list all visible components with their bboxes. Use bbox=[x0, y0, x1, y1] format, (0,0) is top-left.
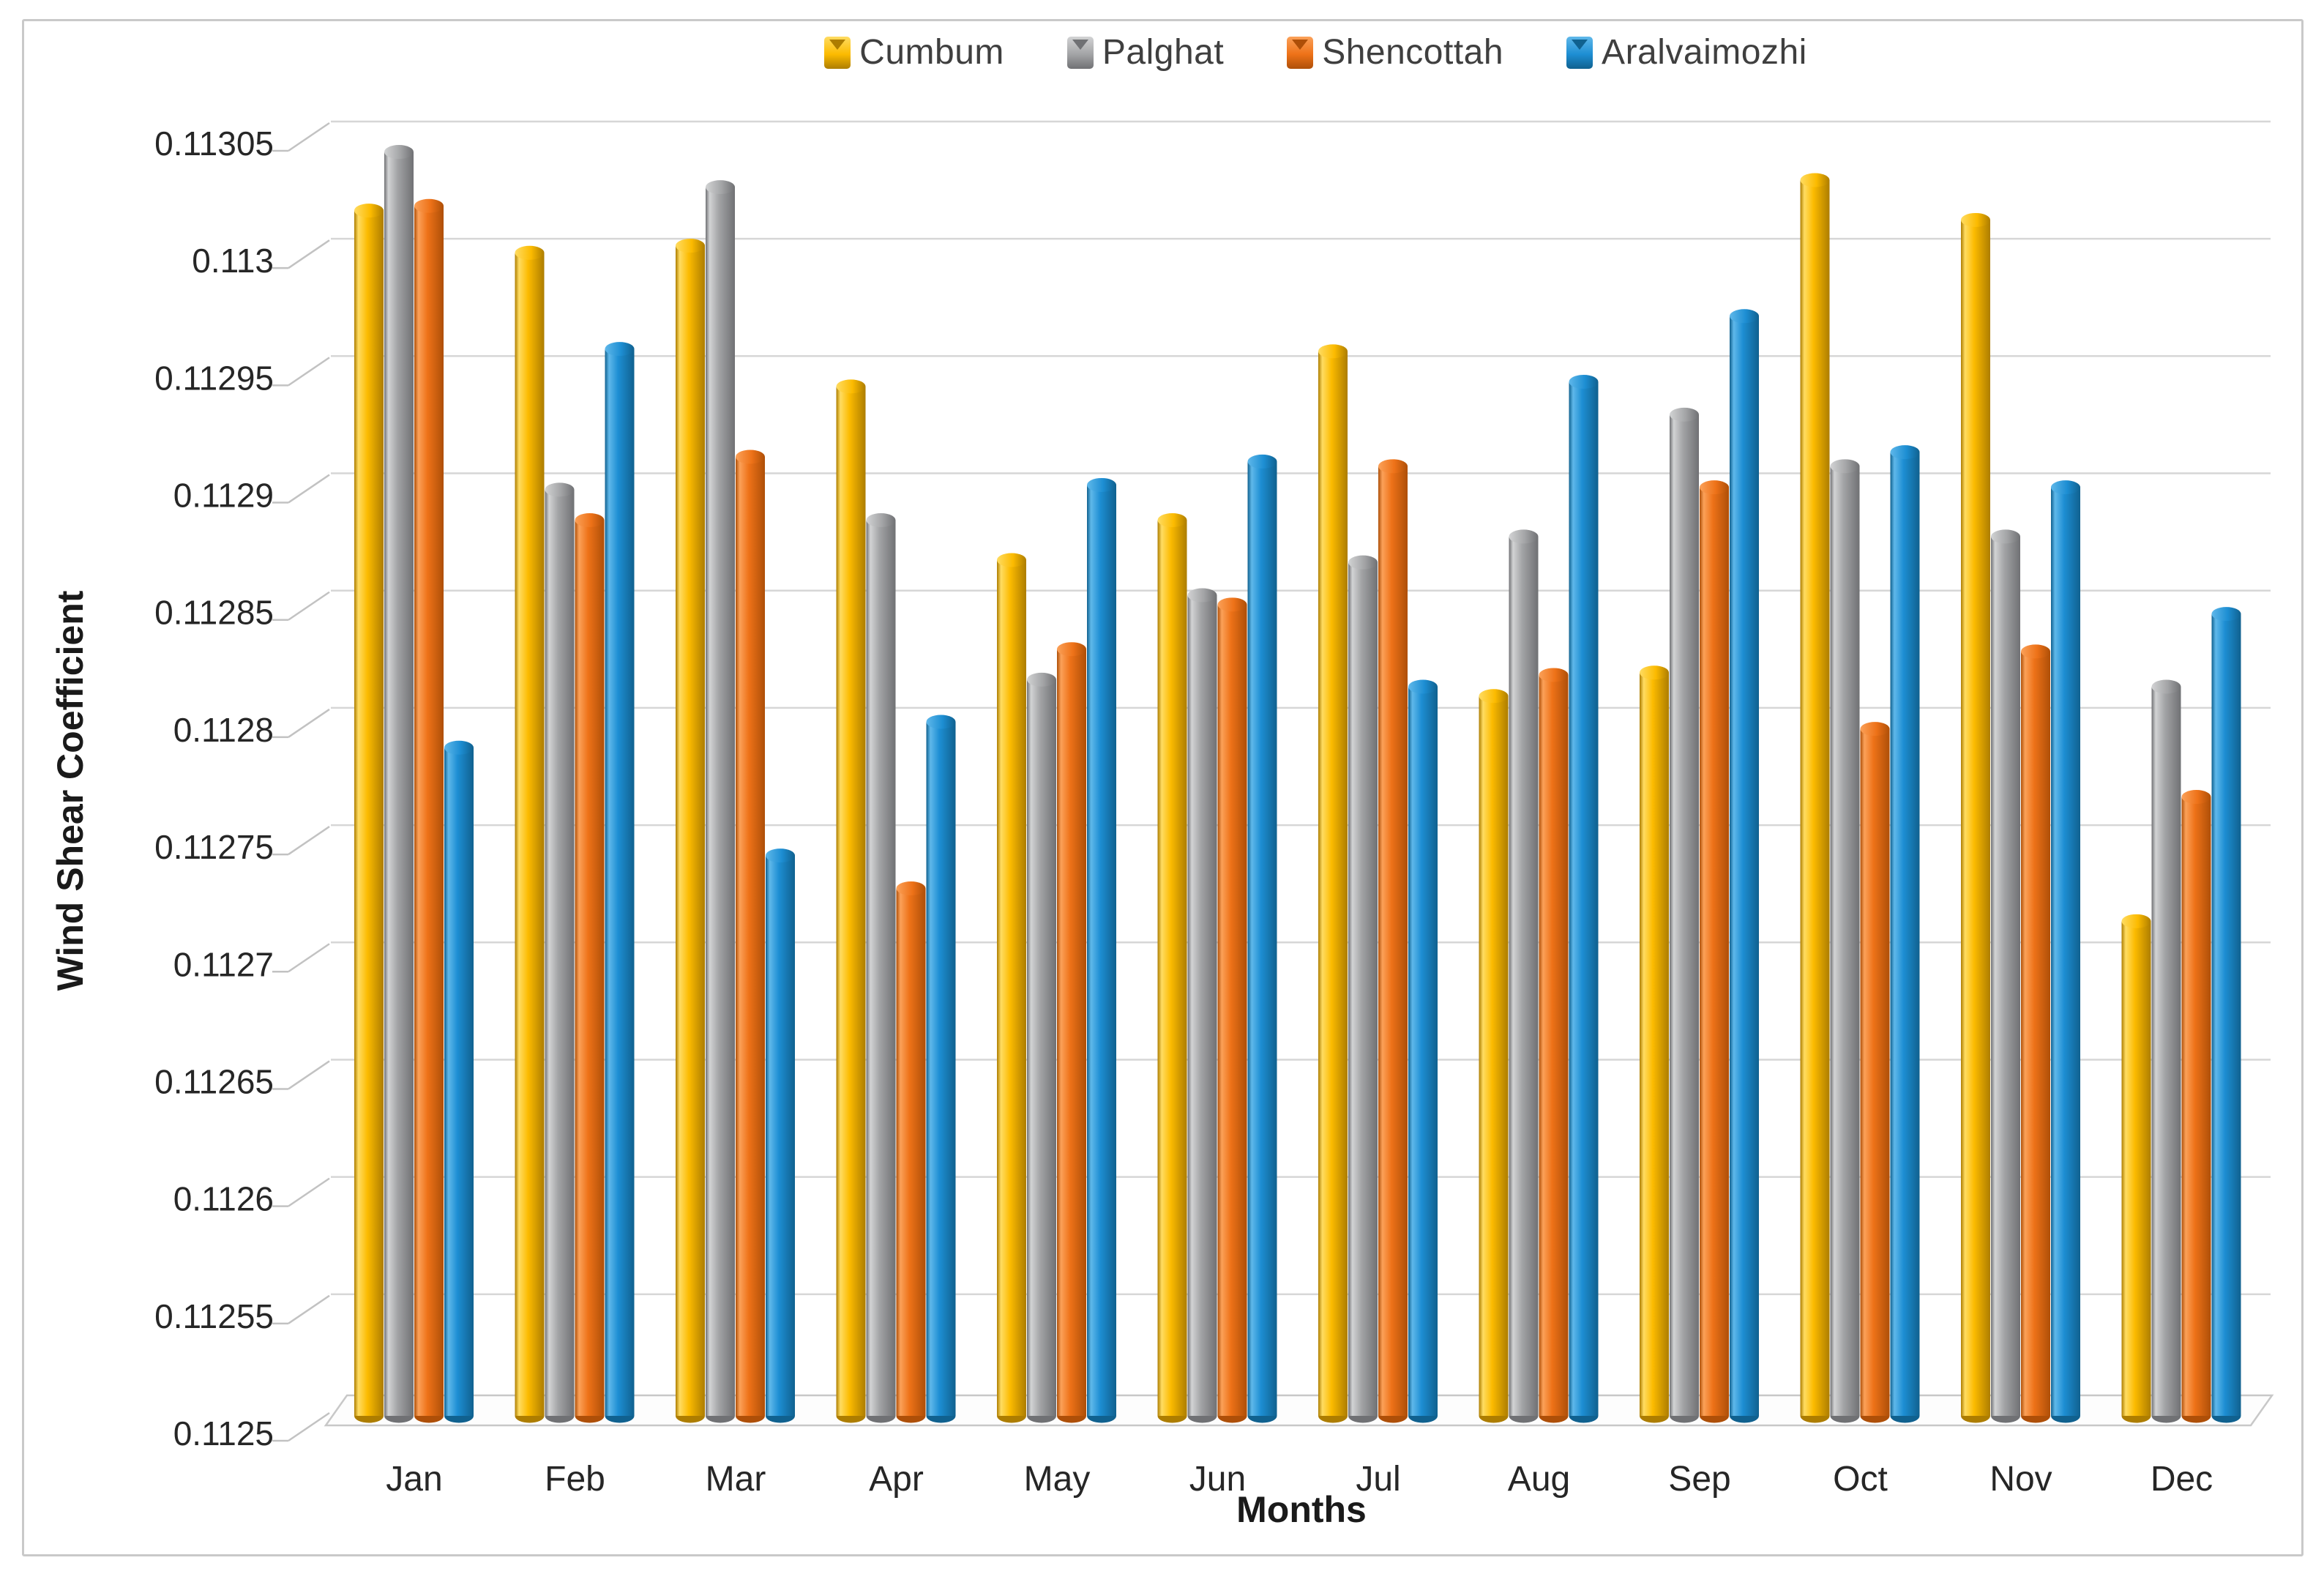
chart-frame bbox=[22, 19, 2304, 1556]
legend-label: Cumbum bbox=[859, 33, 1004, 72]
legend-marker-icon bbox=[1066, 36, 1094, 69]
legend-marker-icon bbox=[1566, 36, 1593, 69]
legend-marker-icon bbox=[1287, 36, 1314, 69]
x-axis-title: Months bbox=[1236, 1489, 1367, 1530]
legend-item-shencottah: Shencottah bbox=[1287, 32, 1503, 72]
legend-marker-triangle bbox=[1292, 39, 1309, 50]
legend-marker-triangle bbox=[829, 39, 846, 50]
legend-item-aralvaimozhi: Aralvaimozhi bbox=[1566, 32, 1807, 72]
legend-item-palghat: Palghat bbox=[1066, 32, 1225, 72]
legend-label: Aralvaimozhi bbox=[1602, 33, 1807, 72]
legend-item-cumbum: Cumbum bbox=[824, 32, 1004, 72]
legend-label: Shencottah bbox=[1322, 33, 1504, 72]
legend-marker-triangle bbox=[1072, 39, 1088, 50]
legend-marker-triangle bbox=[1572, 39, 1588, 50]
y-axis-title: Wind Shear Coefficient bbox=[50, 590, 91, 991]
legend: Cumbum Palghat Shencottah Aralvaimozhi bbox=[154, 32, 2324, 72]
legend-marker-icon bbox=[824, 36, 851, 69]
legend-label: Palghat bbox=[1102, 33, 1225, 72]
